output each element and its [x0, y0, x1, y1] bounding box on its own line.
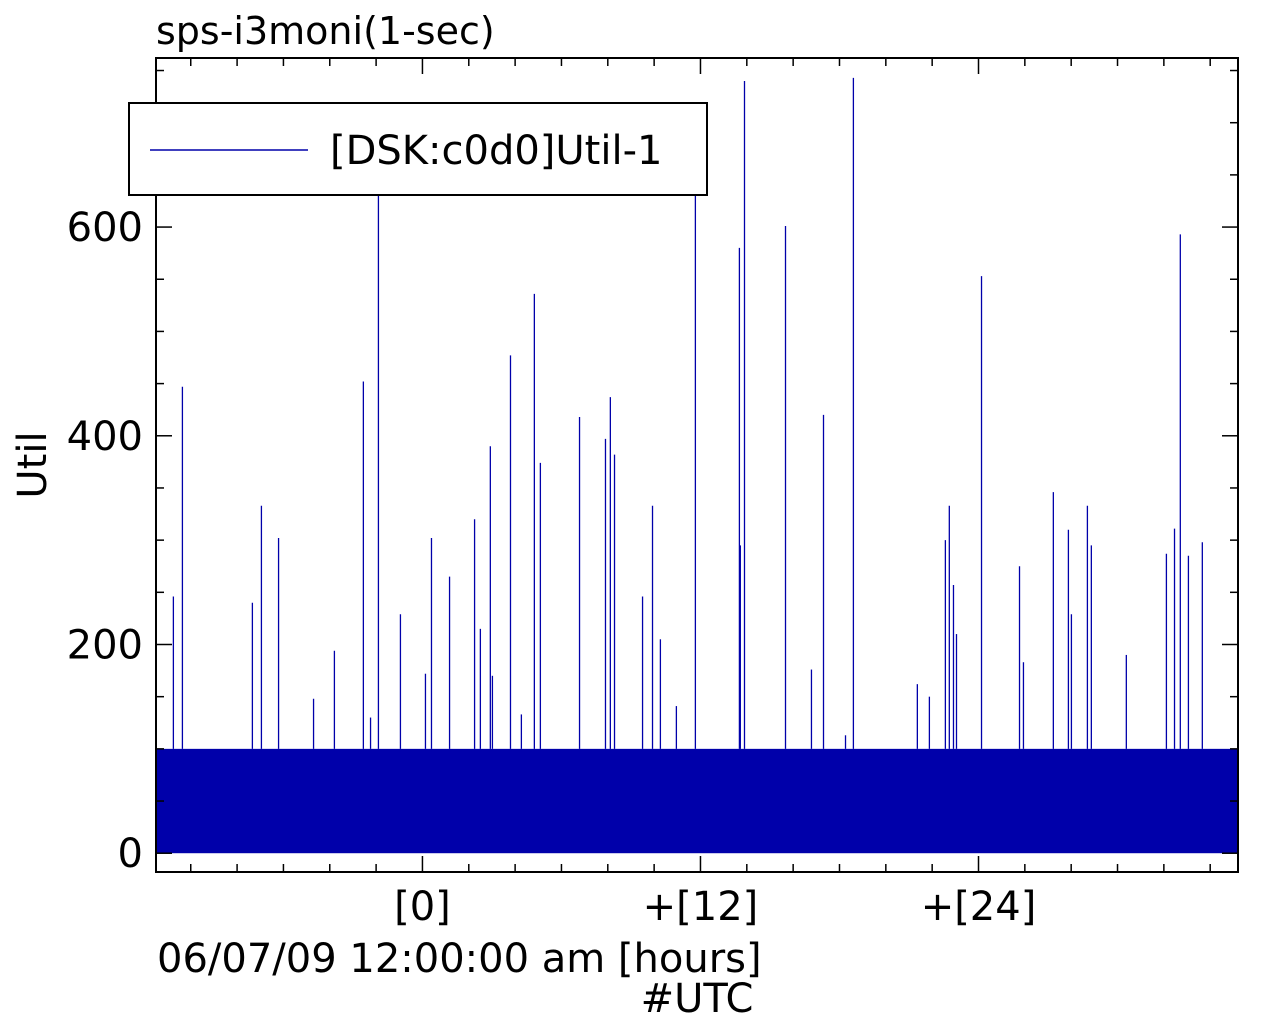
legend-box [128, 102, 708, 196]
x-tick-label: +[12] [643, 884, 759, 930]
y-tick-labels: 0 200 400 600 [67, 205, 143, 877]
x-tick-label: +[24] [921, 884, 1037, 930]
y-tick-label: 600 [67, 205, 143, 251]
plot-area [156, 77, 1238, 854]
series-band [156, 748, 1238, 854]
axis-ticks [156, 58, 1238, 872]
legend-label: [DSK:c0d0]Util-1 [330, 128, 662, 174]
x-axis-label-timezone: #UTC [641, 976, 754, 1022]
y-tick-label: 200 [67, 622, 143, 668]
plot-frame [155, 57, 1239, 873]
y-tick-label: 400 [67, 414, 143, 460]
y-axis-label: Util [10, 431, 56, 498]
y-tick-label: 0 [118, 831, 143, 877]
chart-title: sps-i3moni(1-sec) [156, 9, 495, 53]
x-tick-labels: [0] +[12] +[24] [394, 884, 1036, 930]
legend: [DSK:c0d0]Util-1 [128, 102, 708, 196]
x-axis-label: 06/07/09 12:00:00 am [hours] [157, 936, 762, 982]
x-tick-label: [0] [394, 884, 451, 930]
